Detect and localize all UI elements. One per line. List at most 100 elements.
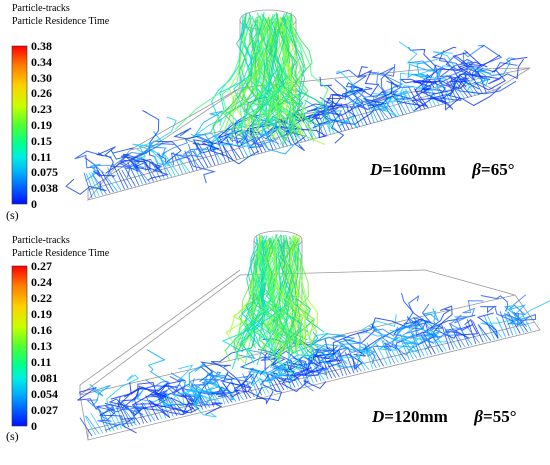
particle-track xyxy=(336,350,351,375)
particle-track xyxy=(133,165,144,185)
particle-track xyxy=(285,236,313,355)
particle-track xyxy=(319,76,342,118)
particle-track xyxy=(318,337,338,364)
particle-track xyxy=(480,305,515,322)
particle-track xyxy=(280,241,311,346)
colorbar-bottom xyxy=(11,265,28,427)
particle-track xyxy=(438,76,517,95)
particle-track xyxy=(413,80,446,93)
particle-track xyxy=(381,339,392,365)
particle-track xyxy=(405,88,418,112)
colorbar-tick-label: 0.23 xyxy=(31,102,52,117)
particle-track xyxy=(122,153,163,173)
colorbar-tick-label: 0.26 xyxy=(31,86,52,101)
colorbar-tick-label: 0.11 xyxy=(31,149,52,164)
particle-track xyxy=(270,21,295,118)
particle-track xyxy=(287,12,313,107)
particle-track xyxy=(135,403,189,416)
particle-track xyxy=(199,396,223,415)
colorbar-tick-label: 0 xyxy=(31,197,37,211)
beta-value: =65° xyxy=(481,160,515,179)
particle-track xyxy=(192,135,234,154)
particle-track xyxy=(193,393,217,418)
particle-track xyxy=(261,364,328,383)
particle-track xyxy=(307,103,357,124)
particle-track xyxy=(392,341,403,362)
particle-track xyxy=(413,61,488,84)
particle-track xyxy=(79,417,93,437)
particle-track xyxy=(372,347,384,367)
particle-tracks-top xyxy=(65,11,528,199)
particle-track xyxy=(480,295,509,312)
particle-track xyxy=(157,393,203,414)
beta-value: =55° xyxy=(483,407,517,426)
particle-track xyxy=(202,142,223,157)
particle-track xyxy=(307,338,357,369)
particle-track xyxy=(368,103,379,123)
particle-track xyxy=(90,412,104,434)
particle-track xyxy=(239,235,272,347)
particle-track xyxy=(396,331,443,348)
colorbar-tick-label: 0.30 xyxy=(31,70,52,85)
particle-track xyxy=(207,367,254,398)
particle-track xyxy=(149,391,195,414)
colorbar-tick-label: 0.34 xyxy=(31,54,52,69)
particle-track xyxy=(289,362,326,380)
colorbar-tick-label: 0.38 xyxy=(31,39,52,53)
particle-track xyxy=(258,13,277,122)
particle-track xyxy=(131,381,167,412)
colorbar-tick-label: 0.19 xyxy=(31,307,52,321)
particle-track xyxy=(170,152,217,184)
panel-top-title: Particle-tracks xyxy=(12,3,70,14)
particle-track xyxy=(142,110,160,157)
colorbar-tick-label: 0.19 xyxy=(31,118,52,132)
particle-track xyxy=(364,97,375,123)
particle-track xyxy=(379,320,424,349)
particle-track xyxy=(255,384,283,402)
particle-track xyxy=(380,96,399,118)
particle-track xyxy=(99,408,137,434)
particle-track xyxy=(269,16,293,140)
particle-track xyxy=(192,150,205,169)
particle-track xyxy=(252,371,295,387)
particle-track xyxy=(281,377,327,393)
particle-track xyxy=(435,318,479,339)
particle-track xyxy=(379,64,396,94)
particle-track xyxy=(367,74,399,107)
particle-track xyxy=(270,237,293,360)
particle-track xyxy=(258,235,268,341)
particle-track xyxy=(257,235,279,329)
particle-track xyxy=(254,12,284,141)
particle-track xyxy=(307,89,366,112)
particle-track xyxy=(255,14,277,131)
d-value: =120mm xyxy=(384,407,448,426)
particle-track xyxy=(164,154,180,176)
particle-track xyxy=(106,374,139,406)
particle-track xyxy=(346,88,383,111)
particle-track xyxy=(311,118,321,138)
particle-track xyxy=(274,242,295,355)
particle-track xyxy=(400,340,410,361)
particle-track xyxy=(334,79,369,111)
particle-track xyxy=(499,311,510,337)
particle-track xyxy=(304,353,324,377)
particle-track xyxy=(360,99,371,124)
particle-track xyxy=(446,314,468,331)
particle-track xyxy=(503,304,527,318)
particle-track xyxy=(141,403,152,423)
particle-track xyxy=(145,395,159,421)
colorbar-tick-label: 0.24 xyxy=(31,275,52,289)
particle-track xyxy=(211,14,252,123)
particle-track xyxy=(101,171,115,193)
particle-track xyxy=(155,154,204,167)
particle-track xyxy=(440,82,455,102)
panel-bottom-params: D=120mm β=55° xyxy=(372,407,517,427)
particle-track xyxy=(65,178,107,195)
particle-track xyxy=(476,312,499,339)
particle-track xyxy=(451,79,466,99)
particle-track xyxy=(270,18,304,138)
particle-track xyxy=(236,378,252,399)
colorbar-tick-label: 0.11 xyxy=(31,355,52,369)
particle-track xyxy=(279,16,326,146)
particle-track xyxy=(188,151,201,170)
